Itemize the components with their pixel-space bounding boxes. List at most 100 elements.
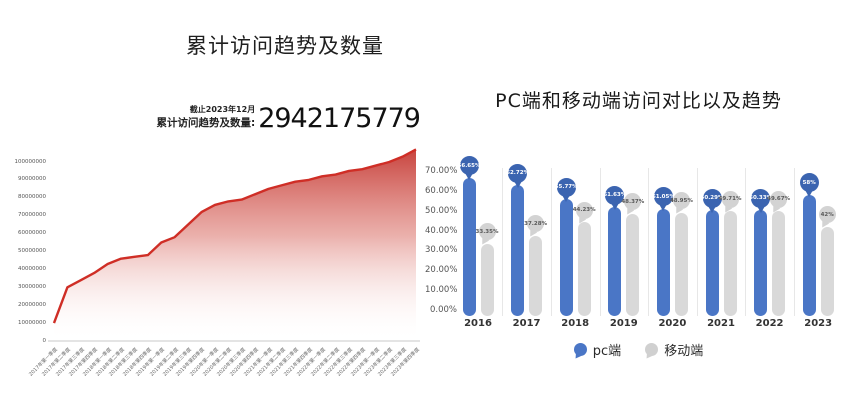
pc-value-balloon: 51.05%	[652, 187, 675, 214]
pc-value-balloon: 62.72%	[506, 163, 529, 191]
area-y-tick: 50000000	[18, 248, 46, 254]
mobile-bar	[723, 211, 737, 316]
value-bubble: 66.65%	[458, 156, 480, 176]
group-separator	[502, 168, 504, 316]
right-chart-title: PC端和移动端访问对比以及趋势	[495, 90, 782, 112]
bar-category-label: 2016	[464, 318, 492, 329]
group-separator	[599, 168, 601, 316]
bar-category-label: 2017	[512, 318, 541, 329]
pc-mobile-chart: PC端和移动端访问对比以及趋势 0.00% 10.00% 20.00% 30.00% 4…	[425, 0, 852, 411]
stat-labels: 截止2023年12月 累计访问趋势及数量:	[157, 104, 256, 132]
value-bubble: 49.67%	[767, 190, 790, 208]
pc-bar	[802, 194, 816, 316]
value-bubble: 48.37%	[621, 193, 644, 211]
pc-bar	[511, 185, 525, 316]
stat-big-number: 2942175779	[258, 103, 421, 134]
legend-label-pc: pc端	[592, 344, 622, 359]
legend-label-mobile: 移动端	[664, 344, 704, 359]
area-y-tick: 70000000	[18, 212, 46, 219]
stat-asof-date: 截止2023年12月	[189, 105, 256, 114]
bar-y-tick: 0.00%	[429, 305, 457, 315]
mobile-balloon-icon	[645, 343, 659, 356]
pc-value-balloon: 66.65%	[458, 156, 480, 183]
pc-bar	[608, 207, 622, 316]
pc-value-balloon: 50.33%	[749, 188, 772, 216]
mobile-bar	[820, 226, 834, 316]
pc-bar	[705, 210, 719, 316]
value-bubble: 37.28%	[524, 215, 547, 233]
group-separator	[696, 168, 698, 316]
area-y-tick: 0	[42, 337, 47, 344]
left-chart-title: 累计访问趋势及数量	[186, 34, 384, 58]
bar-y-tick: 50.00%	[425, 205, 458, 216]
value-bubble: 62.72%	[506, 163, 529, 183]
area-y-tick: 20000000	[18, 301, 46, 308]
bar-category-label: 2023	[804, 318, 833, 329]
mobile-value-balloon: 33.35%	[476, 223, 498, 248]
mobile-value-balloon: 42%	[818, 206, 836, 231]
group-separator	[745, 168, 747, 316]
value-bubble: 42%	[818, 206, 836, 224]
value-bubble: 50.33%	[749, 188, 772, 208]
pc-bar	[559, 199, 573, 316]
value-bubble: 49.71%	[719, 190, 741, 208]
area-y-tick: 100000000	[14, 158, 47, 165]
mobile-value-balloon: 37.28%	[524, 215, 547, 240]
pc-bar	[462, 177, 476, 316]
bar-category-label: 2021	[707, 318, 735, 329]
mobile-bar	[674, 212, 688, 316]
value-bubble: 33.35%	[476, 223, 498, 241]
pc-value-balloon: 51.63%	[603, 185, 626, 213]
value-bubble: 58%	[799, 173, 819, 193]
area-line	[52, 148, 417, 324]
legend: pc端 移动端	[425, 340, 852, 359]
bar-y-tick: 30.00%	[425, 245, 458, 256]
legend-item-pc: pc端	[573, 340, 622, 359]
area-y-tick: 40000000	[18, 265, 46, 272]
balloon-tail	[659, 204, 668, 212]
value-bubble: 44.23%	[573, 201, 596, 219]
pc-balloon-icon	[573, 343, 587, 356]
area-y-tick: 80000000	[18, 194, 46, 201]
bar-y-tick: 60.00%	[425, 185, 458, 196]
mobile-value-balloon: 49.71%	[719, 190, 741, 216]
stat-label: 累计访问趋势及数量:	[156, 117, 256, 129]
area-fill	[54, 149, 416, 341]
mobile-value-balloon: 48.95%	[670, 192, 693, 217]
bar-y-tick: 20.00%	[425, 265, 458, 276]
value-bubble: 50.29%	[701, 188, 723, 208]
value-bubble: 51.05%	[652, 187, 675, 207]
pc-bar	[754, 210, 768, 316]
balloon-tail	[708, 205, 716, 213]
area-y-tick: 60000000	[18, 230, 46, 237]
value-bubble: 48.95%	[670, 192, 693, 210]
bar-category-label: 2022	[755, 318, 784, 329]
bar-category-label: 2019	[609, 318, 638, 329]
bar-category-label: 2018	[561, 318, 590, 329]
area-y-tick: 30000000	[18, 283, 46, 290]
mobile-bar	[772, 211, 786, 316]
pc-bar	[656, 208, 670, 316]
group-separator	[793, 168, 795, 316]
mobile-value-balloon: 48.37%	[621, 193, 644, 218]
cumulative-stat: 截止2023年12月 累计访问趋势及数量: 2942175779	[140, 103, 421, 134]
group-separator	[550, 168, 552, 316]
pc-value-balloon: 50.29%	[701, 188, 723, 216]
value-bubble: 51.63%	[603, 185, 626, 205]
mobile-bar	[480, 243, 494, 316]
bar-y-tick: 40.00%	[425, 225, 458, 236]
balloon-tail	[562, 194, 571, 202]
value-bubble: 55.77%	[555, 177, 578, 197]
area-y-tick: 10000000	[18, 319, 46, 326]
bar-y-tick: 10.00%	[425, 285, 458, 296]
legend-item-mobile: 移动端	[645, 340, 703, 359]
pc-value-balloon: 55.77%	[555, 177, 578, 205]
mobile-bar	[577, 222, 591, 316]
bar-category-label: 2020	[658, 318, 687, 329]
area-y-tick: 90000000	[18, 176, 46, 183]
mobile-value-balloon: 49.67%	[767, 190, 790, 216]
mobile-bar	[529, 235, 543, 316]
pc-value-balloon: 58%	[799, 173, 819, 200]
balloon-tail	[610, 202, 619, 210]
